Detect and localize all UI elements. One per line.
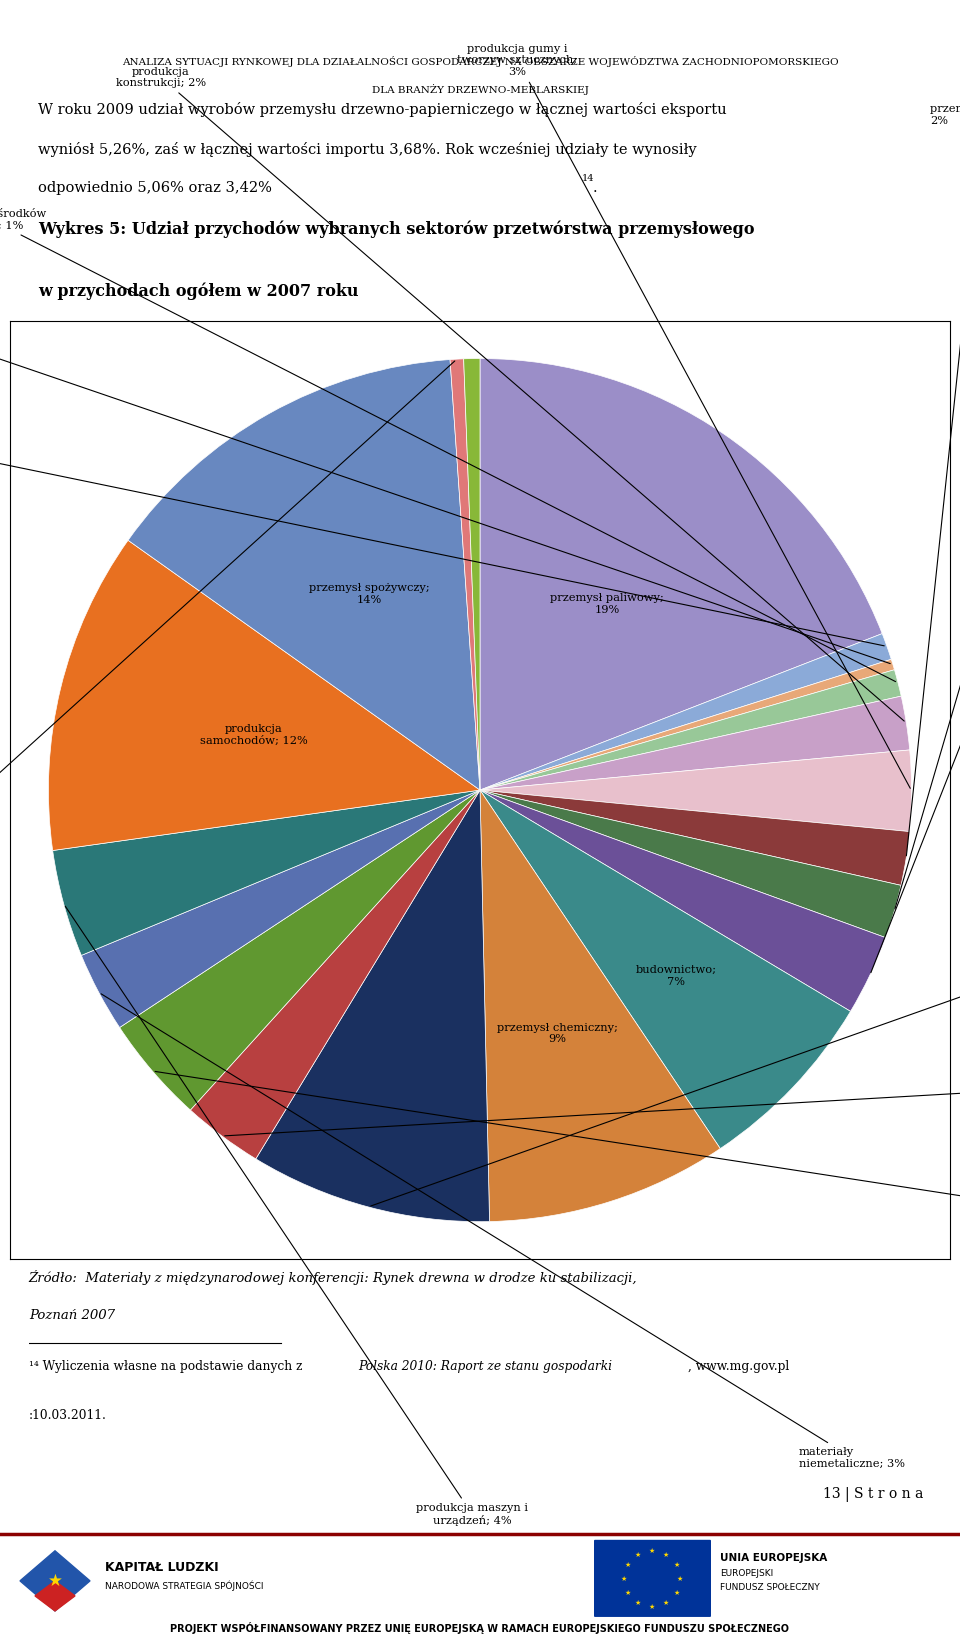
Text: ★: ★	[48, 1572, 62, 1590]
Text: ★: ★	[625, 1562, 631, 1569]
Text: ★: ★	[662, 1552, 669, 1557]
Text: wyniósł 5,26%, zaś w łącznej wartości importu 3,68%. Rok wcześniej udziały te wy: wyniósł 5,26%, zaś w łącznej wartości im…	[38, 142, 697, 156]
Text: produkcja mebli; 3%: produkcja mebli; 3%	[871, 360, 960, 973]
Text: produkcja
samochodów; 12%: produkcja samochodów; 12%	[200, 724, 308, 746]
Text: 13 | S t r o n a: 13 | S t r o n a	[823, 1486, 924, 1503]
Text: DLA BRANŻY DRZEWNO-MEBLARSKIEJ: DLA BRANŻY DRZEWNO-MEBLARSKIEJ	[372, 84, 588, 95]
Text: ★: ★	[649, 1547, 655, 1554]
Wedge shape	[53, 790, 480, 955]
Wedge shape	[480, 790, 885, 1011]
Text: ★: ★	[635, 1552, 641, 1557]
Text: w przychodach ogółem w 2007 roku: w przychodach ogółem w 2007 roku	[38, 283, 359, 300]
Text: przemysł metalowy;
9%: przemysł metalowy; 9%	[371, 904, 960, 1207]
Text: produkcja
konstrukcji; 2%: produkcja konstrukcji; 2%	[116, 67, 904, 721]
Wedge shape	[450, 359, 480, 790]
Text: ★: ★	[649, 1603, 655, 1610]
Text: W roku 2009 udział wyrobów przemysłu drzewno-papierniczego w łącznej wartości ek: W roku 2009 udział wyrobów przemysłu drz…	[38, 102, 727, 117]
Wedge shape	[120, 790, 480, 1109]
Text: przemysł spożywczy;
14%: przemysł spożywczy; 14%	[309, 583, 430, 604]
Wedge shape	[480, 634, 891, 790]
Polygon shape	[35, 1580, 75, 1611]
Text: KAPITAŁ LUDZKI: KAPITAŁ LUDZKI	[105, 1562, 219, 1574]
Wedge shape	[48, 540, 480, 851]
Text: ★: ★	[621, 1575, 627, 1582]
Text: Poznań 2007: Poznań 2007	[29, 1309, 115, 1322]
Polygon shape	[20, 1551, 90, 1611]
Wedge shape	[480, 696, 910, 790]
Wedge shape	[480, 790, 851, 1149]
Text: Wykres 5: Udział przychodów wybranych sektorów przetwórstwa przemysłowego: Wykres 5: Udział przychodów wybranych se…	[38, 221, 755, 239]
Wedge shape	[480, 790, 909, 886]
Text: ★: ★	[673, 1590, 680, 1597]
Wedge shape	[480, 359, 882, 790]
Wedge shape	[480, 790, 720, 1221]
Text: ★: ★	[662, 1600, 669, 1606]
Text: zagospodarowanie
odpadów,
oczyszczanie;
0,50%: zagospodarowanie odpadów, oczyszczanie; …	[0, 360, 455, 974]
Text: produkcja środków
transportu; 1%: produkcja środków transportu; 1%	[0, 209, 896, 681]
Text: Źródło:  Materiały z międzynarodowej konferencji: Rynek drewna w drodze ku stabi: Źródło: Materiały z międzynarodowej konf…	[29, 1269, 637, 1284]
Text: budownictwo;
7%: budownictwo; 7%	[636, 965, 716, 988]
Wedge shape	[82, 790, 480, 1027]
Text: ANALIZA SYTUACJI RYNKOWEJ DLA DZIAŁALNOŚCI GOSPODARCZEJ NA OBSZARZE WOJEWÓDZTWA : ANALIZA SYTUACJI RYNKOWEJ DLA DZIAŁALNOŚ…	[122, 56, 838, 67]
Text: 14: 14	[582, 174, 594, 183]
Text: Polska 2010: Raport ze stanu gospodarki: Polska 2010: Raport ze stanu gospodarki	[358, 1360, 612, 1373]
Text: ★: ★	[625, 1590, 631, 1597]
Text: przemysł chemiczny;
9%: przemysł chemiczny; 9%	[496, 1022, 617, 1044]
Text: FUNDUSZ SPOŁECZNY: FUNDUSZ SPOŁECZNY	[720, 1583, 820, 1592]
Text: UNIA EUROPEJSKA: UNIA EUROPEJSKA	[720, 1552, 828, 1562]
Text: ★: ★	[635, 1600, 641, 1606]
Wedge shape	[480, 751, 912, 831]
Wedge shape	[480, 670, 901, 790]
Text: ¹⁴ Wyliczenia własne na podstawie danych z: ¹⁴ Wyliczenia własne na podstawie danych…	[29, 1360, 306, 1373]
Wedge shape	[255, 790, 490, 1221]
Text: EUROPEJSKI: EUROPEJSKI	[720, 1569, 773, 1579]
Text: przyrządy
pomiarowe; 0,40%: przyrządy pomiarowe; 0,40%	[0, 309, 890, 663]
Text: przemysł paliwowy;
19%: przemysł paliwowy; 19%	[550, 594, 664, 616]
Text: ★: ★	[677, 1575, 684, 1582]
Text: NARODOWA STRATEGIA SPÓJNOŚCI: NARODOWA STRATEGIA SPÓJNOŚCI	[105, 1580, 263, 1592]
Text: produkcja maszyn i
urządzeń; 4%: produkcja maszyn i urządzeń; 4%	[65, 907, 529, 1526]
Text: przemysł drzewny;
2%: przemysł drzewny; 2%	[906, 104, 960, 856]
Wedge shape	[480, 660, 895, 790]
Text: produkcja sprzętu
elektronicznego; 3%: produkcja sprzętu elektronicznego; 3%	[225, 1068, 960, 1136]
Text: .: .	[593, 181, 598, 196]
Wedge shape	[464, 359, 480, 790]
Wedge shape	[480, 790, 900, 938]
Wedge shape	[128, 359, 480, 790]
Text: :10.03.2011.: :10.03.2011.	[29, 1409, 107, 1422]
Text: ★: ★	[673, 1562, 680, 1569]
Text: produkcja gumy i
tworzyw sztucznych;
3%: produkcja gumy i tworzyw sztucznych; 3%	[458, 44, 910, 788]
FancyBboxPatch shape	[594, 1539, 711, 1616]
Text: materiały
niemetaliczne; 3%: materiały niemetaliczne; 3%	[101, 994, 905, 1468]
Wedge shape	[190, 790, 480, 1159]
Text: , www.mg.gov.pl: , www.mg.gov.pl	[687, 1360, 789, 1373]
Text: odpowiednio 5,06% oraz 3,42%: odpowiednio 5,06% oraz 3,42%	[38, 181, 273, 196]
Text: przemysł
elektromaszynowy;
4%: przemysł elektromaszynowy; 4%	[156, 1072, 960, 1238]
Text: włókiennictwo,
produkcja
odzieży i obuwia;
1%: włókiennictwo, produkcja odzieży i obuwi…	[0, 412, 884, 645]
Text: przemysł
papierniczy; 2%: przemysł papierniczy; 2%	[895, 235, 960, 909]
Text: PROJEKT WSPÓŁFINANSOWANY PRZEZ UNIĘ EUROPEJSKĄ W RAMACH EUROPEJSKIEGO FUNDUSZU S: PROJEKT WSPÓŁFINANSOWANY PRZEZ UNIĘ EURO…	[171, 1621, 789, 1634]
